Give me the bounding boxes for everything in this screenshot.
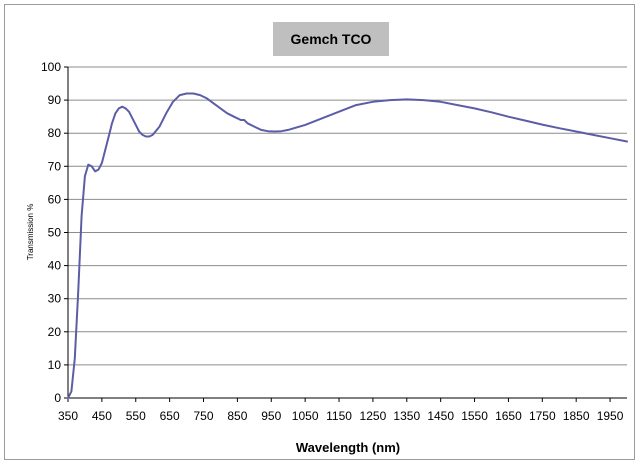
x-tick-label-650: 650 <box>160 409 180 423</box>
x-tick-label-750: 750 <box>193 409 213 423</box>
x-tick-label-1050: 1050 <box>292 409 319 423</box>
series-line-0 <box>67 92 628 399</box>
y-tick-label-40: 40 <box>48 259 62 273</box>
x-tick-label-1650: 1650 <box>495 409 522 423</box>
x-tick-label-950: 950 <box>261 409 281 423</box>
x-tick-label-1350: 1350 <box>393 409 420 423</box>
y-tick-label-60: 60 <box>48 192 62 206</box>
chart-title-box <box>273 22 389 56</box>
y-tick-label-90: 90 <box>48 93 62 107</box>
x-tick-label-1450: 1450 <box>427 409 454 423</box>
x-tick-label-550: 550 <box>126 409 146 423</box>
line-layer <box>67 92 628 399</box>
x-tick-label-1150: 1150 <box>326 409 352 423</box>
chart-title: Gemch TCO <box>291 31 372 47</box>
x-tick-label-1850: 1850 <box>563 409 590 423</box>
chart-svg: Gemch TCO 0 10 20 30 40 50 60 70 80 90 100 350 450 55… <box>26 22 628 455</box>
x-tick-label-1550: 1550 <box>461 409 488 423</box>
y-tick-label-80: 80 <box>48 126 62 140</box>
y-tick-label-30: 30 <box>48 292 62 306</box>
y-tick-label-100: 100 <box>41 60 61 74</box>
y-axis-title: Transmission % <box>26 204 35 261</box>
x-tick-label-1750: 1750 <box>529 409 556 423</box>
y-tick-label-20: 20 <box>48 325 62 339</box>
x-tick-label-1950: 1950 <box>597 409 624 423</box>
x-tick-label-450: 450 <box>92 409 112 423</box>
y-tick-label-70: 70 <box>48 159 62 173</box>
x-tick-label-350: 350 <box>58 409 78 423</box>
y-tick-label-50: 50 <box>48 226 62 240</box>
y-tick-label-10: 10 <box>48 358 62 372</box>
x-tick-label-850: 850 <box>227 409 247 423</box>
axis-layer: 0 10 20 30 40 50 60 70 80 90 100 350 450 550 650 750 850… <box>41 60 627 423</box>
x-axis-title: Wavelength (nm) <box>296 440 400 455</box>
grid-layer <box>68 66 627 399</box>
x-tick-label-1250: 1250 <box>360 409 387 423</box>
y-tick-label-0: 0 <box>54 391 61 405</box>
chart-frame: Gemch TCO 0 10 20 30 40 50 60 70 80 90 100 350 450 55… <box>4 4 635 460</box>
